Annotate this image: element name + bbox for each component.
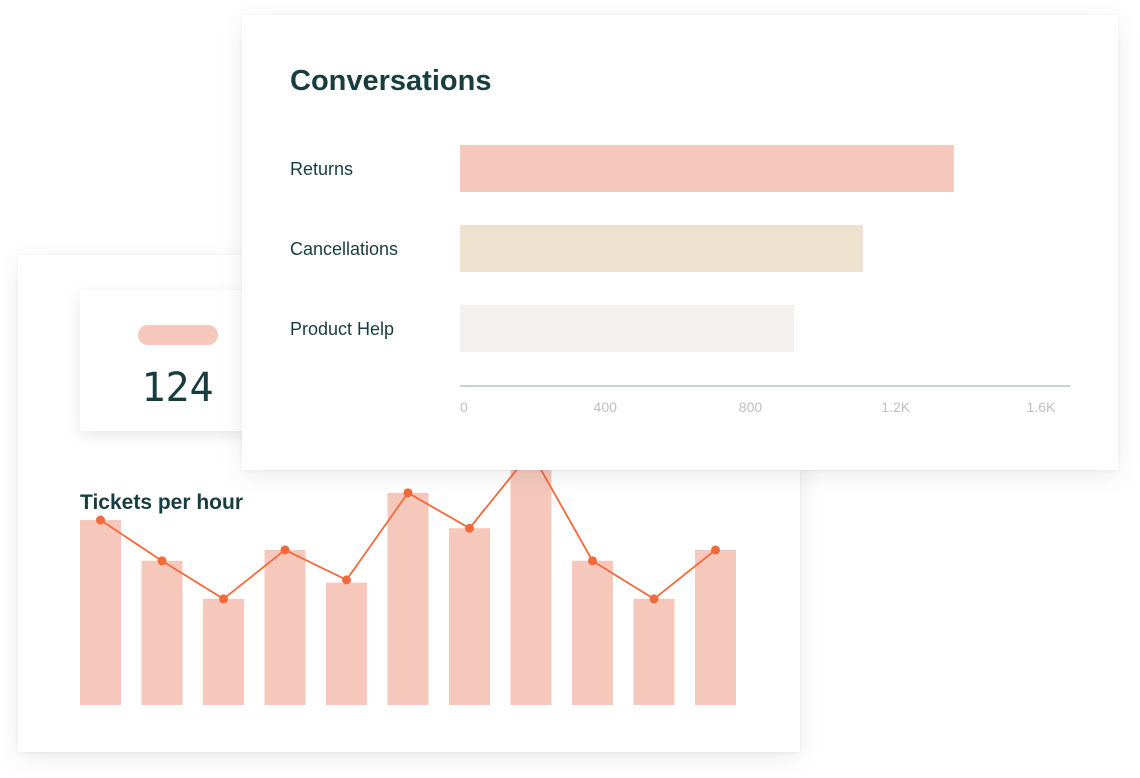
tickets-per-hour-chart bbox=[80, 447, 736, 705]
ticket-bar bbox=[203, 598, 244, 705]
conversations-card: Conversations Returns Cancellations Prod… bbox=[242, 15, 1118, 470]
bar-cancellations bbox=[460, 225, 864, 272]
ticket-point bbox=[465, 523, 474, 533]
bar-label-returns: Returns bbox=[290, 159, 354, 179]
ticket-point bbox=[649, 594, 659, 604]
ticket-point bbox=[588, 556, 597, 566]
ticket-bar bbox=[80, 520, 121, 705]
conversations-chart: 0 400 800 1.2K 1.6K bbox=[460, 145, 1070, 415]
bar-product-help bbox=[460, 305, 795, 352]
ticket-point bbox=[96, 515, 105, 525]
ticket-point bbox=[342, 575, 351, 585]
ticket-point bbox=[280, 545, 290, 555]
ticket-bar bbox=[449, 528, 490, 705]
ticket-bar bbox=[633, 598, 675, 705]
ticket-bar bbox=[264, 549, 306, 705]
ticket-point bbox=[157, 556, 167, 566]
stat-value: 124 bbox=[141, 365, 214, 411]
x-tick-label: 400 bbox=[594, 399, 618, 415]
x-tick-label: 0 bbox=[460, 399, 468, 415]
bar-label-product-help: Product Help bbox=[290, 319, 395, 339]
x-tick-label: 1.2K bbox=[881, 399, 910, 415]
ticket-bar bbox=[572, 560, 613, 705]
ticket-bar bbox=[387, 492, 429, 705]
bar-label-cancellations: Cancellations bbox=[290, 239, 399, 259]
ticket-bar bbox=[326, 582, 367, 705]
bar-returns bbox=[460, 145, 954, 192]
tickets-chart-title: Tickets per hour bbox=[80, 491, 243, 514]
ticket-bar bbox=[510, 452, 552, 705]
ticket-bar bbox=[695, 549, 736, 705]
ticket-point bbox=[403, 488, 413, 498]
conversations-chart-title: Conversations bbox=[290, 65, 492, 97]
ticket-point bbox=[711, 545, 720, 555]
x-tick-label: 800 bbox=[739, 399, 763, 415]
x-tick-label: 1.6K bbox=[1027, 399, 1056, 415]
ticket-point bbox=[219, 594, 228, 604]
ticket-bar bbox=[141, 560, 183, 705]
stat-label-placeholder bbox=[138, 325, 218, 345]
